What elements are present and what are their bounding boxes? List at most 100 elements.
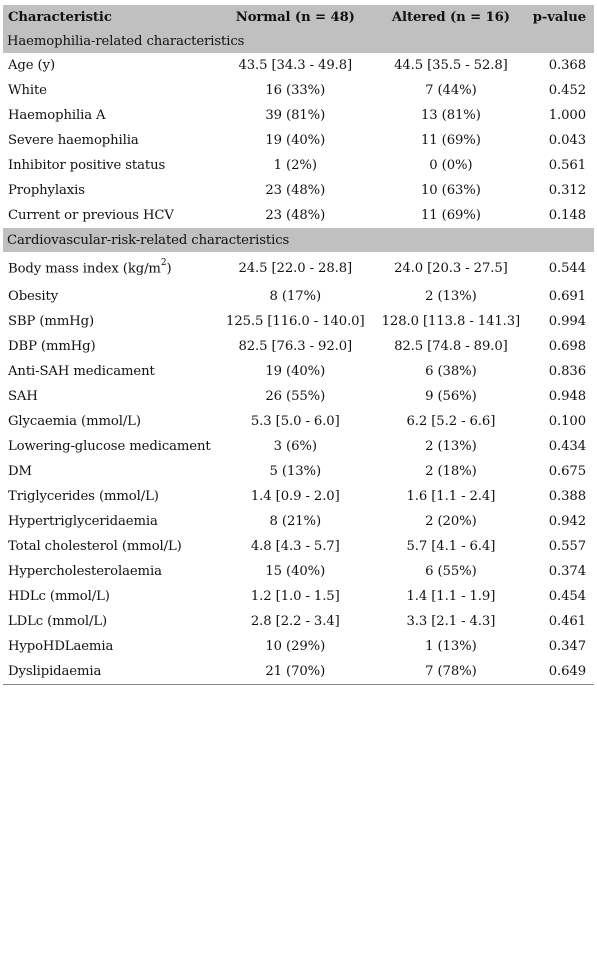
altered-value: 1.4 [1.1 - 1.9] — [406, 589, 496, 604]
table-row: Hypercholesterolaemia 15 (40%) 6 (55%) 0… — [3, 559, 594, 584]
p-value: 0.649 — [548, 664, 586, 679]
col-header-normal: Normal (n = 48) — [235, 9, 355, 25]
p-value: 0.388 — [548, 489, 586, 504]
table-row: Prophylaxis 23 (48%) 10 (63%) 0.312 — [3, 178, 594, 203]
characteristics-table: Characteristic Normal (n = 48) Altered (… — [3, 5, 594, 685]
row-label: Current or previous HCV — [8, 208, 174, 223]
table-row: LDLc (mmol/L) 2.8 [2.2 - 3.4] 3.3 [2.1 -… — [3, 609, 594, 634]
normal-value: 4.8 [4.3 - 5.7] — [250, 539, 340, 554]
p-value: 0.948 — [548, 389, 586, 404]
p-value: 0.434 — [548, 439, 586, 454]
section-header-cardiovascular: Cardiovascular-risk-related characterist… — [3, 228, 594, 252]
p-value: 0.698 — [548, 339, 586, 354]
p-value: 0.836 — [548, 364, 586, 379]
row-label: HypoHDLaemia — [8, 639, 114, 654]
table-row: SBP (mmHg) 125.5 [116.0 - 140.0] 128.0 [… — [3, 309, 594, 334]
row-label: SAH — [8, 389, 38, 404]
row-label: SBP (mmHg) — [8, 314, 95, 329]
normal-value: 3 (6%) — [273, 439, 317, 454]
altered-value: 6.2 [5.2 - 6.6] — [406, 414, 496, 429]
p-value: 0.312 — [548, 183, 586, 198]
col-header-characteristic: Characteristic — [8, 9, 112, 25]
row-label-end: ) — [166, 261, 172, 277]
row-label: Prophylaxis — [8, 183, 85, 198]
col-header-pvalue: p-value — [532, 9, 586, 25]
table-row: Triglycerides (mmol/L) 1.4 [0.9 - 2.0] 1… — [3, 484, 594, 509]
row-label: Total cholesterol (mmol/L) — [8, 539, 182, 554]
normal-value: 5 (13%) — [269, 464, 322, 479]
row-label: Hypertriglyceridaemia — [8, 514, 158, 529]
normal-value: 39 (81%) — [265, 108, 326, 123]
row-label: Glycaemia (mmol/L) — [8, 414, 141, 429]
table-row: Inhibitor positive status 1 (2%) 0 (0%) … — [3, 153, 594, 178]
p-value: 0.374 — [548, 564, 586, 579]
normal-value: 16 (33%) — [265, 83, 326, 98]
normal-value: 10 (29%) — [265, 639, 326, 654]
p-value: 0.148 — [548, 208, 586, 223]
altered-value: 7 (44%) — [425, 83, 477, 98]
section-header-haemophilia: Haemophilia-related characteristics — [3, 29, 594, 53]
p-value: 0.561 — [548, 158, 586, 173]
p-value: 0.461 — [548, 614, 586, 629]
altered-value: 0 (0%) — [429, 158, 473, 173]
table-row: Current or previous HCV 23 (48%) 11 (69%… — [3, 203, 594, 228]
table-row: Anti-SAH medicament 19 (40%) 6 (38%) 0.8… — [3, 359, 594, 384]
row-label: HDLc (mmol/L) — [8, 589, 110, 604]
table-row: DBP (mmHg) 82.5 [76.3 - 92.0] 82.5 [74.8… — [3, 334, 594, 359]
normal-value: 21 (70%) — [265, 664, 326, 679]
altered-value: 44.5 [35.5 - 52.8] — [394, 58, 508, 73]
altered-value: 10 (63%) — [420, 183, 481, 198]
p-value: 0.675 — [548, 464, 586, 479]
altered-value: 2 (18%) — [425, 464, 477, 479]
table-row: DM 5 (13%) 2 (18%) 0.675 — [3, 459, 594, 484]
row-label: Body mass index (kg/m2) — [3, 252, 217, 284]
altered-value: 5.7 [4.1 - 6.4] — [406, 539, 496, 554]
altered-value: 9 (56%) — [425, 389, 477, 404]
normal-value: 23 (48%) — [265, 183, 326, 198]
row-label: DM — [8, 464, 32, 479]
row-label: DBP (mmHg) — [8, 339, 96, 354]
row-label: Lowering-glucose medicament — [8, 439, 211, 454]
altered-value: 1 (13%) — [425, 639, 477, 654]
p-value: 0.544 — [548, 260, 586, 276]
bottom-border — [3, 684, 594, 685]
normal-value: 23 (48%) — [265, 208, 326, 223]
p-value: 0.691 — [548, 289, 586, 304]
altered-value: 24.0 [20.3 - 27.5] — [394, 260, 508, 276]
p-value: 0.100 — [548, 414, 586, 429]
normal-value: 5.3 [5.0 - 6.0] — [250, 414, 340, 429]
row-label: Anti-SAH medicament — [8, 364, 155, 379]
row-label: LDLc (mmol/L) — [8, 614, 108, 629]
table-row: Glycaemia (mmol/L) 5.3 [5.0 - 6.0] 6.2 [… — [3, 409, 594, 434]
row-label-text: Body mass index (kg/m — [8, 261, 161, 277]
normal-value: 19 (40%) — [265, 133, 326, 148]
normal-value: 43.5 [34.3 - 49.8] — [238, 58, 353, 73]
altered-value: 11 (69%) — [420, 133, 481, 148]
table-row: SAH 26 (55%) 9 (56%) 0.948 — [3, 384, 594, 409]
table-row: Hypertriglyceridaemia 8 (21%) 2 (20%) 0.… — [3, 509, 594, 534]
section-title: Cardiovascular-risk-related characterist… — [7, 232, 290, 248]
altered-value: 6 (38%) — [425, 364, 477, 379]
normal-value: 1.4 [0.9 - 2.0] — [250, 489, 340, 504]
normal-value: 15 (40%) — [265, 564, 326, 579]
altered-value: 1.6 [1.1 - 2.4] — [406, 489, 496, 504]
p-value: 0.454 — [548, 589, 586, 604]
normal-value: 8 (17%) — [269, 289, 322, 304]
row-label: Age (y) — [8, 58, 56, 73]
p-value: 0.452 — [548, 83, 586, 98]
p-value: 1.000 — [548, 108, 586, 123]
altered-value: 2 (13%) — [425, 289, 477, 304]
normal-value: 1 (2%) — [273, 158, 317, 173]
section-title: Haemophilia-related characteristics — [7, 33, 245, 49]
p-value: 0.557 — [548, 539, 586, 554]
normal-value: 8 (21%) — [269, 514, 322, 529]
p-value: 0.347 — [548, 639, 586, 654]
table-row: Obesity 8 (17%) 2 (13%) 0.691 — [3, 284, 594, 309]
normal-value: 82.5 [76.3 - 92.0] — [238, 339, 353, 354]
row-label: Inhibitor positive status — [8, 158, 166, 173]
table-row: Dyslipidaemia 21 (70%) 7 (78%) 0.649 — [3, 659, 594, 684]
superscript: 2 — [160, 257, 167, 268]
normal-value: 2.8 [2.2 - 3.4] — [250, 614, 340, 629]
normal-value: 24.5 [22.0 - 28.8] — [238, 260, 353, 276]
normal-value: 26 (55%) — [265, 389, 326, 404]
